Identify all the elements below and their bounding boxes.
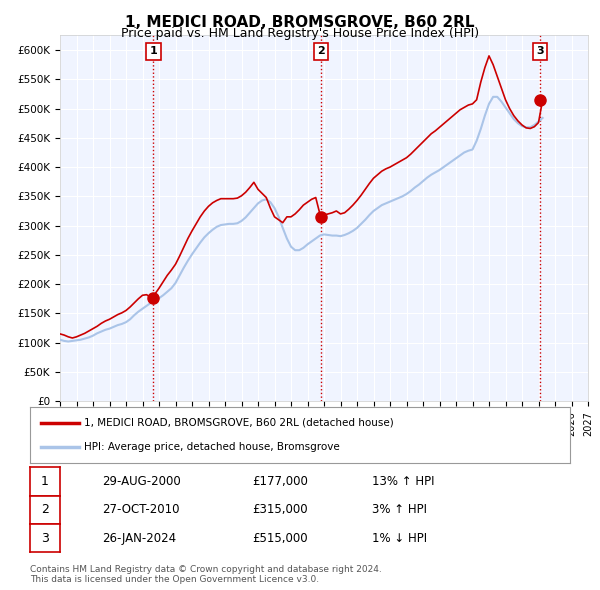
Text: 13% ↑ HPI: 13% ↑ HPI bbox=[372, 475, 434, 488]
Text: Price paid vs. HM Land Registry's House Price Index (HPI): Price paid vs. HM Land Registry's House … bbox=[121, 27, 479, 40]
Text: 3% ↑ HPI: 3% ↑ HPI bbox=[372, 503, 427, 516]
Text: £515,000: £515,000 bbox=[252, 532, 308, 545]
Text: 1, MEDICI ROAD, BROMSGROVE, B60 2RL (detached house): 1, MEDICI ROAD, BROMSGROVE, B60 2RL (det… bbox=[84, 418, 394, 428]
Text: £177,000: £177,000 bbox=[252, 475, 308, 488]
Text: 26-JAN-2024: 26-JAN-2024 bbox=[102, 532, 176, 545]
Text: £315,000: £315,000 bbox=[252, 503, 308, 516]
Text: 1: 1 bbox=[149, 47, 157, 57]
Text: 29-AUG-2000: 29-AUG-2000 bbox=[102, 475, 181, 488]
Text: 1% ↓ HPI: 1% ↓ HPI bbox=[372, 532, 427, 545]
Text: 1: 1 bbox=[41, 475, 49, 488]
Text: 1, MEDICI ROAD, BROMSGROVE, B60 2RL: 1, MEDICI ROAD, BROMSGROVE, B60 2RL bbox=[125, 15, 475, 30]
Text: Contains HM Land Registry data © Crown copyright and database right 2024.
This d: Contains HM Land Registry data © Crown c… bbox=[30, 565, 382, 584]
Text: 27-OCT-2010: 27-OCT-2010 bbox=[102, 503, 179, 516]
Text: HPI: Average price, detached house, Bromsgrove: HPI: Average price, detached house, Brom… bbox=[84, 442, 340, 453]
Text: 3: 3 bbox=[41, 532, 49, 545]
Text: 2: 2 bbox=[41, 503, 49, 516]
Text: 3: 3 bbox=[536, 47, 544, 57]
Text: 2: 2 bbox=[317, 47, 325, 57]
